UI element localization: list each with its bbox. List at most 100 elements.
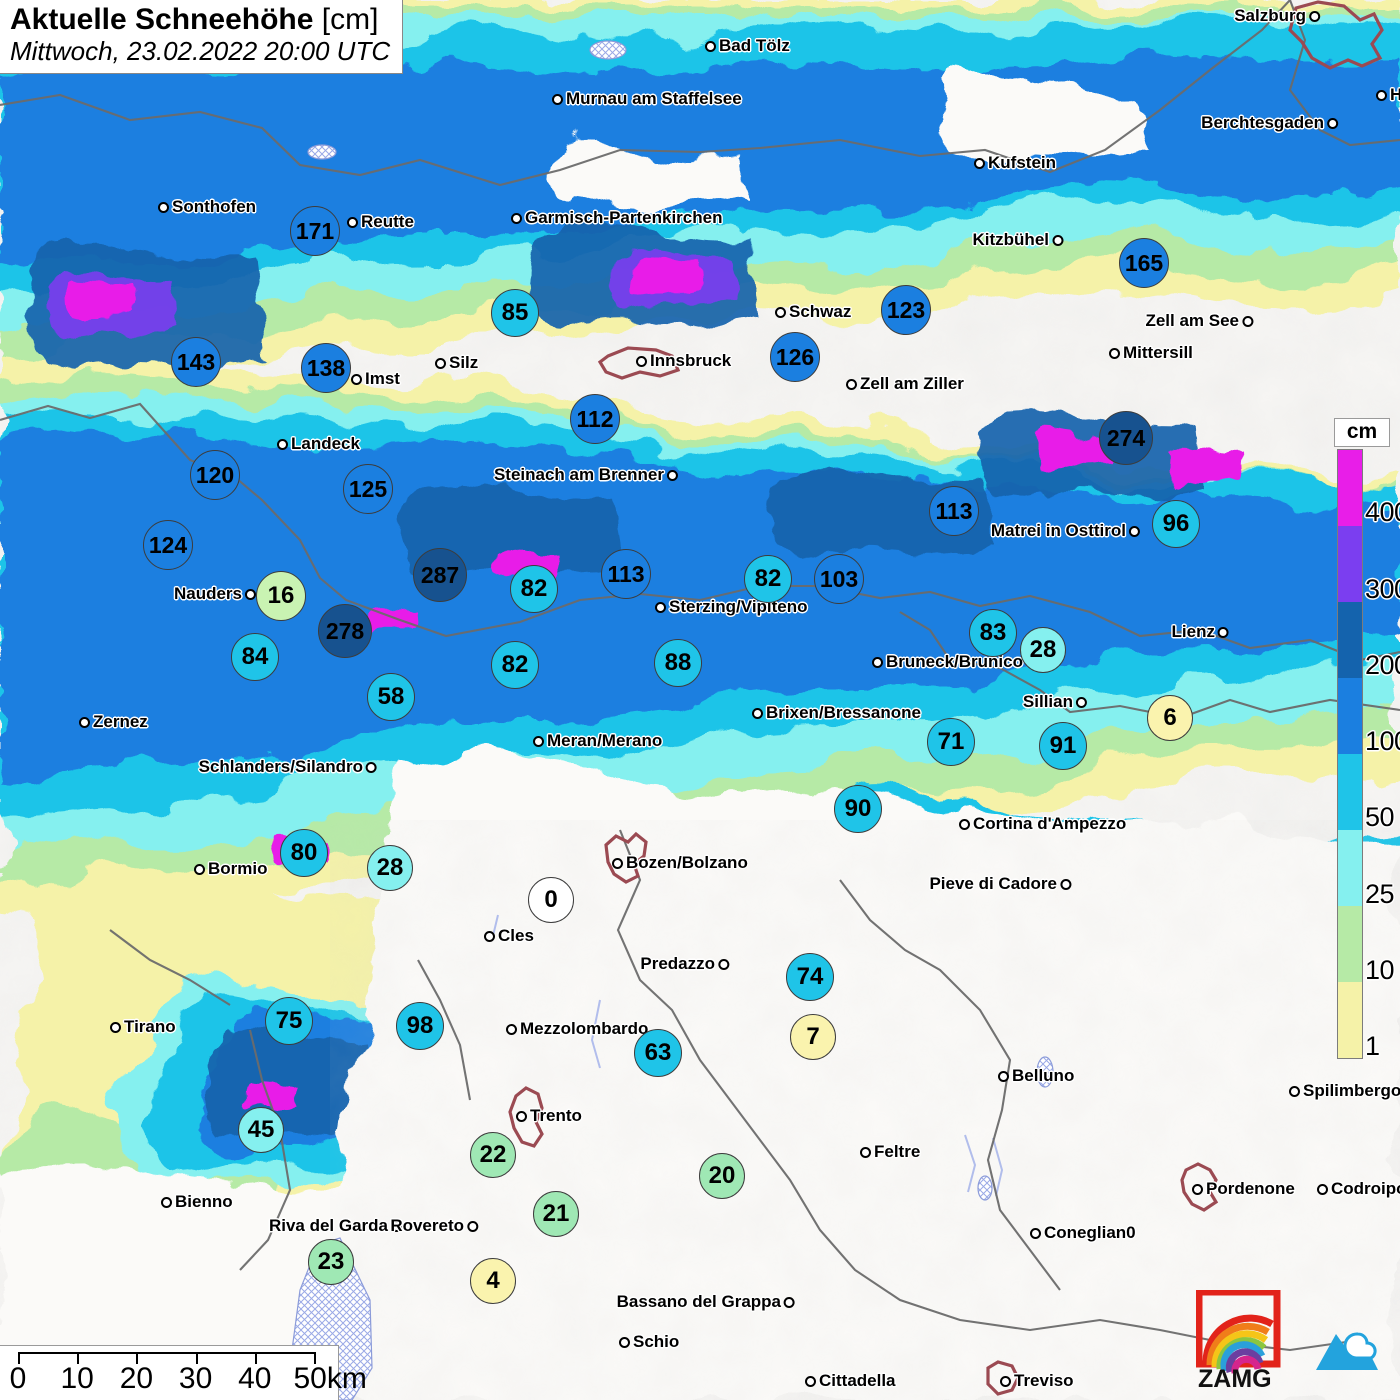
station-value-marker[interactable]: 278 — [318, 604, 372, 658]
legend-swatch-200 — [1338, 602, 1362, 678]
station-value-marker[interactable]: 23 — [308, 1239, 354, 1285]
station-value-marker[interactable]: 82 — [491, 641, 539, 689]
station-value-marker[interactable]: 82 — [510, 565, 558, 613]
city-label: Kufstein — [974, 153, 1059, 173]
station-value-marker[interactable]: 6 — [1147, 695, 1193, 741]
station-value-marker[interactable]: 22 — [470, 1132, 516, 1178]
station-value-marker[interactable]: 20 — [699, 1153, 745, 1199]
station-value-marker[interactable]: 82 — [744, 555, 792, 603]
city-name: Bormio — [208, 859, 268, 878]
city-name: Bassano del Grappa — [616, 1292, 781, 1311]
station-value-marker[interactable]: 45 — [238, 1107, 284, 1153]
station-value-marker[interactable]: 96 — [1152, 500, 1200, 548]
station-value-marker[interactable]: 21 — [533, 1191, 579, 1237]
station-value-marker[interactable]: 84 — [231, 633, 279, 681]
station-value-marker[interactable]: 287 — [413, 548, 467, 602]
station-value-marker[interactable]: 123 — [881, 285, 931, 335]
city-name: Schlanders/Silandro — [198, 757, 363, 776]
station-value-marker[interactable]: 83 — [969, 609, 1017, 657]
station-value-marker[interactable]: 103 — [814, 554, 864, 604]
station-value-marker[interactable]: 120 — [190, 450, 240, 500]
city-marker-icon — [1309, 10, 1320, 22]
station-value-marker[interactable]: 90 — [834, 785, 882, 833]
city-name: Matrei in Osttirol — [990, 521, 1126, 540]
station-value-marker[interactable]: 112 — [570, 394, 620, 444]
station-value-marker[interactable]: 165 — [1119, 238, 1169, 288]
scale-label-1: 10 — [60, 1362, 94, 1395]
city-marker-icon — [516, 1110, 527, 1122]
city-name: Reutte — [361, 212, 414, 231]
city-name: Tirano — [124, 1017, 176, 1036]
city-label: Hallein — [1376, 85, 1400, 105]
city-name: Lienz — [1171, 622, 1215, 641]
city-marker-icon — [161, 1196, 172, 1208]
city-label: Mittersill — [1109, 343, 1196, 363]
city-label: Riva del Garda — [266, 1216, 402, 1236]
city-name: Cles — [498, 926, 534, 945]
city-name: Kufstein — [988, 153, 1056, 172]
city-name: Mittersill — [1123, 343, 1193, 362]
station-value-marker[interactable]: 124 — [143, 520, 193, 570]
city-name: Bozen/Bolzano — [626, 853, 748, 872]
station-value-marker[interactable]: 0 — [528, 877, 574, 923]
station-value-marker[interactable]: 125 — [343, 464, 393, 514]
station-value-marker[interactable]: 71 — [927, 718, 975, 766]
city-marker-icon — [1327, 117, 1338, 129]
station-value-marker[interactable]: 143 — [171, 337, 221, 387]
city-label: Cittadella — [805, 1371, 899, 1391]
city-name: Treviso — [1014, 1371, 1074, 1390]
station-value-marker[interactable]: 4 — [470, 1258, 516, 1304]
city-marker-icon — [511, 212, 522, 224]
city-marker-icon — [775, 306, 786, 318]
scale-tick — [136, 1352, 139, 1364]
borders — [0, 0, 1400, 1352]
city-marker-icon — [1218, 626, 1229, 638]
station-value-marker[interactable]: 113 — [601, 549, 651, 599]
station-value-marker[interactable]: 91 — [1039, 722, 1087, 770]
city-label: Belluno — [998, 1066, 1077, 1086]
scale-rule — [8, 1352, 328, 1364]
station-value-marker[interactable]: 58 — [367, 673, 415, 721]
city-label: Zell am Ziller — [846, 374, 967, 394]
city-marker-icon — [351, 373, 362, 385]
station-value-marker[interactable]: 171 — [290, 206, 340, 256]
city-marker-icon — [872, 656, 883, 668]
station-value-marker[interactable]: 126 — [770, 332, 820, 382]
legend-swatch-300 — [1338, 526, 1362, 602]
station-value-marker[interactable]: 80 — [280, 829, 328, 877]
title-main-text: Aktuelle Schneehöhe — [10, 3, 314, 36]
city-label: Cles — [484, 926, 537, 946]
rivers — [491, 914, 1004, 1197]
city-label: Pordenone — [1192, 1179, 1298, 1199]
station-value-marker[interactable]: 85 — [491, 289, 539, 337]
city-name: Murnau am Staffelsee — [566, 89, 742, 108]
city-name: Steinach am Brenner — [493, 465, 664, 484]
city-name: Bruneck/Brunico — [886, 652, 1023, 671]
city-name: Coneglian0 — [1044, 1223, 1136, 1242]
legend-tick-200: 200 — [1365, 649, 1400, 680]
station-value-marker[interactable]: 88 — [654, 639, 702, 687]
station-value-marker[interactable]: 74 — [786, 953, 834, 1001]
city-name: Zernez — [93, 712, 148, 731]
station-value-marker[interactable]: 98 — [396, 1002, 444, 1050]
station-value-marker[interactable]: 16 — [256, 571, 306, 621]
station-value-marker[interactable]: 7 — [790, 1014, 836, 1060]
city-marker-icon — [1242, 315, 1253, 327]
city-name: Sonthofen — [172, 197, 257, 216]
title-box: Aktuelle Schneehöhe [cm] Mittwoch, 23.02… — [0, 0, 404, 74]
station-value-marker[interactable]: 28 — [367, 845, 413, 891]
city-name: Rovereto — [390, 1216, 464, 1235]
scale-tick — [18, 1352, 20, 1364]
station-value-marker[interactable]: 113 — [929, 486, 979, 536]
station-value-marker[interactable]: 138 — [301, 343, 351, 393]
legend-tick-10: 10 — [1365, 954, 1395, 985]
station-value-marker[interactable]: 63 — [634, 1029, 682, 1077]
city-marker-icon — [506, 1023, 517, 1035]
city-marker-icon — [1109, 347, 1120, 359]
station-value-marker[interactable]: 274 — [1099, 411, 1153, 465]
city-marker-icon — [533, 735, 544, 747]
station-value-marker[interactable]: 28 — [1020, 627, 1066, 673]
station-value-marker[interactable]: 75 — [265, 997, 313, 1045]
scale-label-2: 20 — [119, 1362, 154, 1395]
legend-unit-label: cm — [1334, 418, 1390, 447]
